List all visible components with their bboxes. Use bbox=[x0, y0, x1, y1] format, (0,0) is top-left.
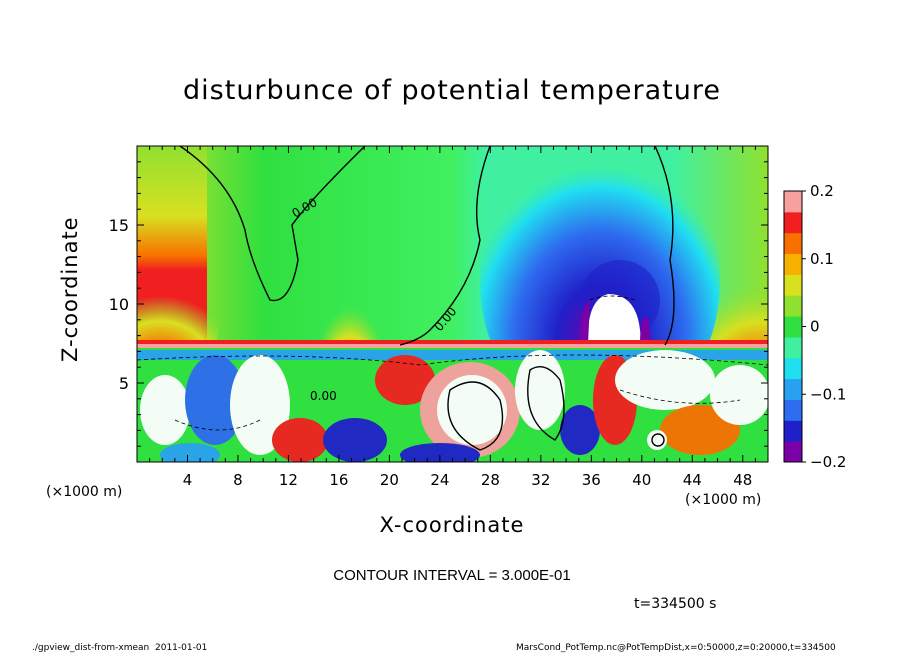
y-axis-label: Z-coordinate bbox=[58, 216, 82, 362]
contour-label: 0.00 bbox=[310, 389, 337, 403]
chart-title: disturbunce of potential temperature bbox=[183, 75, 721, 106]
colorbar-swatch bbox=[784, 378, 802, 400]
x-tick-label: 40 bbox=[632, 471, 651, 489]
x-tick-label: 28 bbox=[481, 471, 500, 489]
y-axis: 5 10 15 bbox=[109, 161, 768, 447]
x-unit-right: (×1000 m) bbox=[685, 492, 762, 508]
x-axis: 4 8 12 16 20 24 28 32 36 40 44 48 bbox=[149, 146, 756, 489]
heatmap-field bbox=[137, 146, 768, 462]
time-stamp: t=334500 s bbox=[634, 596, 717, 612]
x-tick-label: 12 bbox=[279, 471, 298, 489]
x-tick-label: 32 bbox=[531, 471, 550, 489]
x-tick-label: 36 bbox=[582, 471, 601, 489]
x-tick-label: 8 bbox=[233, 471, 243, 489]
colorbar-label: −0.2 bbox=[810, 453, 846, 471]
x-axis-label: X-coordinate bbox=[379, 513, 525, 537]
colorbar-swatch bbox=[784, 211, 802, 234]
colorbar-label: 0 bbox=[810, 318, 820, 336]
colorbar-label: 0.2 bbox=[810, 182, 834, 200]
x-tick-label: 44 bbox=[683, 471, 702, 489]
colorbar-swatch bbox=[784, 316, 802, 338]
x-tick-label: 20 bbox=[380, 471, 399, 489]
colorbar-label: −0.1 bbox=[810, 385, 846, 403]
colorbar-swatch bbox=[784, 441, 802, 463]
x-tick-label: 16 bbox=[329, 471, 348, 489]
x-unit-left: (×1000 m) bbox=[46, 484, 123, 500]
colorbar-swatch bbox=[784, 191, 802, 213]
colorbar-swatch bbox=[784, 274, 802, 296]
x-tick-label: 48 bbox=[733, 471, 752, 489]
colorbar-label: 0.1 bbox=[810, 250, 834, 268]
colorbar-swatch bbox=[784, 336, 802, 359]
colorbar-swatch bbox=[784, 295, 802, 317]
colorbar-swatch bbox=[784, 420, 802, 442]
colorbar-swatch bbox=[784, 357, 802, 380]
x-tick-label: 4 bbox=[183, 471, 193, 489]
y-tick-label: 15 bbox=[109, 216, 129, 235]
y-tick-label: 10 bbox=[109, 295, 129, 314]
colorbar: 0.2 0.1 0 −0.1 −0.2 bbox=[783, 182, 846, 471]
colorbar-swatch bbox=[784, 253, 802, 275]
footer-left: ./gpview_dist-from-xmean 2011-01-01 bbox=[32, 643, 208, 653]
colorbar-swatch bbox=[784, 232, 802, 255]
contour-interval: CONTOUR INTERVAL = 3.000E-01 bbox=[333, 567, 571, 584]
y-tick-label: 5 bbox=[119, 374, 129, 393]
colorbar-swatch bbox=[784, 399, 802, 421]
x-tick-label: 24 bbox=[430, 471, 449, 489]
footer-right: MarsCond_PotTemp.nc@PotTempDist,x=0:5000… bbox=[516, 643, 836, 653]
